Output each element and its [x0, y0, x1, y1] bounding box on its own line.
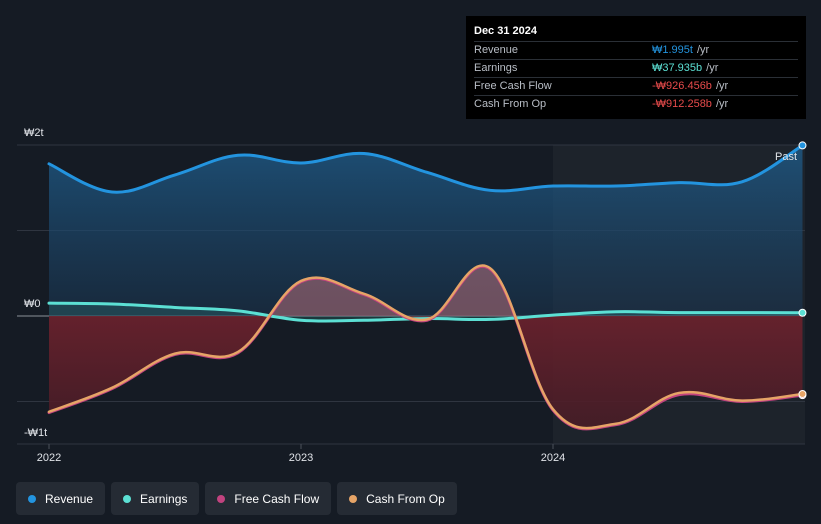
- tooltip-row-free-cash-flow: Free Cash Flow -₩926.456b /yr: [474, 77, 798, 95]
- legend-label: Free Cash Flow: [234, 491, 320, 506]
- legend-label: Earnings: [140, 491, 188, 506]
- tooltip-value: ₩1.995t: [652, 44, 693, 56]
- tooltip-value: ₩37.935b: [652, 62, 703, 74]
- tooltip-unit: /yr: [706, 62, 719, 74]
- tooltip-value: -₩926.456b: [652, 80, 712, 92]
- revenue-area: [49, 145, 803, 316]
- legend-dot-icon: [349, 494, 358, 503]
- legend: Revenue Earnings Free Cash Flow Cash Fro…: [16, 482, 457, 515]
- tooltip-unit: /yr: [696, 44, 710, 56]
- legend-item-cash-from-op[interactable]: Cash From Op: [337, 482, 457, 515]
- cash-from-op-end-dot: [798, 389, 807, 398]
- legend-item-free-cash-flow[interactable]: Free Cash Flow: [205, 482, 332, 515]
- y-tick-label: ₩0: [24, 298, 41, 310]
- past-label: Past: [775, 151, 797, 163]
- legend-item-earnings[interactable]: Earnings: [111, 482, 200, 515]
- legend-dot-icon: [217, 494, 226, 503]
- tooltip-label: Free Cash Flow: [474, 80, 552, 92]
- revenue-end-dot: [798, 141, 807, 150]
- cash-flow-negative-area: [49, 316, 803, 429]
- x-tick-label: 2023: [289, 452, 313, 464]
- legend-label: Cash From Op: [366, 491, 445, 506]
- tooltip: Dec 31 2024 Revenue ₩1.995t /yr Earnings…: [466, 16, 806, 119]
- tooltip-date: Dec 31 2024: [474, 25, 537, 37]
- tooltip-label: Earnings: [474, 62, 518, 74]
- tooltip-row-cash-from-op: Cash From Op -₩912.258b /yr: [474, 95, 798, 113]
- tooltip-value: -₩912.258b: [652, 98, 712, 110]
- x-tick-label: 2022: [37, 452, 61, 464]
- x-tick-label: 2024: [541, 452, 565, 464]
- legend-item-revenue[interactable]: Revenue: [16, 482, 106, 515]
- revenue-line: [47, 143, 804, 194]
- tooltip-unit: /yr: [715, 80, 729, 92]
- cash-from-op-line: [47, 264, 804, 430]
- tooltip-unit: /yr: [715, 98, 729, 110]
- y-tick-label: -₩1t: [24, 427, 47, 439]
- earnings-end-dot: [798, 308, 807, 317]
- tooltip-row-revenue: Revenue ₩1.995t /yr: [474, 41, 798, 59]
- y-tick-label: ₩2t: [24, 127, 44, 139]
- tooltip-row-earnings: Earnings ₩37.935b /yr: [474, 59, 798, 77]
- tooltip-label: Cash From Op: [474, 98, 547, 110]
- legend-dot-icon: [28, 494, 36, 503]
- legend-label: Revenue: [45, 491, 94, 506]
- legend-dot-icon: [123, 494, 132, 503]
- tooltip-label: Revenue: [474, 44, 519, 56]
